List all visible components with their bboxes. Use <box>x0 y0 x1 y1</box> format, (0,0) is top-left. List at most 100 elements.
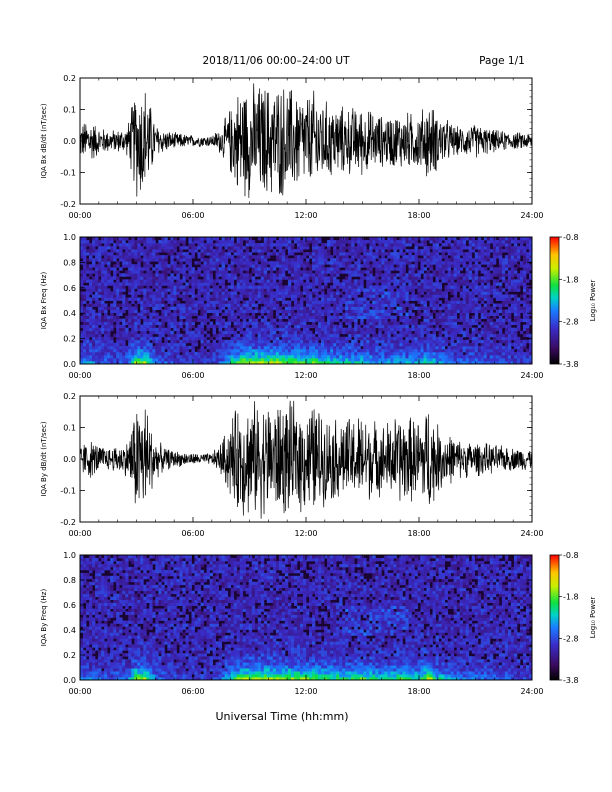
spectrogram-cell <box>176 264 180 268</box>
spectrogram-cell <box>230 258 235 262</box>
spectrogram-cell <box>140 333 144 338</box>
spectrogram-cell <box>266 339 271 344</box>
spectrogram-cell <box>468 291 473 295</box>
spectrogram-cell <box>266 312 271 317</box>
spectrogram-cell <box>366 354 370 359</box>
spectrogram-cell <box>378 327 382 332</box>
spectrogram-cell <box>110 258 114 262</box>
spectrogram-cell <box>315 282 319 286</box>
spectrogram-cell <box>227 246 232 250</box>
spectrogram-cell <box>146 354 150 359</box>
spectrogram-cell <box>393 276 397 280</box>
spectrogram-cell <box>315 240 319 244</box>
spectrogram-cell <box>471 240 476 244</box>
spectrogram-cell <box>155 288 159 292</box>
spectrogram-cell <box>236 264 241 268</box>
spectrogram-cell <box>197 297 201 301</box>
spectrogram-cell <box>278 339 283 344</box>
spectrogram-cell <box>345 276 349 280</box>
spectrogram-cell <box>408 249 412 253</box>
spectrogram-cell <box>459 279 464 283</box>
spectrogram-cell <box>170 297 174 301</box>
spectrogram-cell <box>369 267 373 271</box>
x-tick-label: 24:00 <box>520 211 543 220</box>
spectrogram-cell <box>318 354 322 359</box>
spectrogram-cell <box>369 279 373 283</box>
spectrogram-cell <box>176 339 180 344</box>
spectrogram-cell <box>140 282 144 286</box>
spectrogram-cell <box>149 258 153 262</box>
spectrogram-cell <box>140 279 144 283</box>
spectrogram-cell <box>251 345 256 350</box>
spectrogram-cell <box>324 282 328 286</box>
spectrogram-cell <box>471 342 476 347</box>
spectrogram-cell <box>315 309 319 313</box>
spectrogram-cell <box>438 360 442 365</box>
spectrogram-cell <box>269 270 274 274</box>
spectrogram-cell <box>390 345 394 350</box>
spectrogram-cell <box>155 339 159 344</box>
spectrogram-cell <box>206 288 210 292</box>
spectrogram-cell <box>116 249 120 253</box>
spectrogram-cell <box>333 297 337 301</box>
spectrogram-cell <box>327 249 331 253</box>
spectrogram-cell <box>251 255 256 259</box>
spectrogram-cell <box>176 312 180 317</box>
spectrogram-cell <box>158 276 162 280</box>
spectrogram-cell <box>296 327 301 332</box>
spectrogram-cell <box>170 345 174 350</box>
spectrogram-cell <box>465 297 470 301</box>
spectrogram-cell <box>266 291 271 295</box>
spectrogram-cell <box>173 240 177 244</box>
spectrogram-cell <box>351 360 355 365</box>
spectrogram-cell <box>372 348 376 353</box>
spectrogram-cell <box>468 246 473 250</box>
spectrogram-cell <box>284 333 289 338</box>
spectrogram-cell <box>197 315 201 320</box>
spectrogram-cell <box>179 294 183 298</box>
spectrogram-cell <box>281 258 286 262</box>
spectrogram-cell <box>101 324 105 329</box>
spectrogram-cell <box>480 306 485 310</box>
spectrogram-cell <box>257 285 262 289</box>
spectrogram-cell <box>435 255 439 259</box>
spectrogram-cell <box>465 324 470 329</box>
spectrogram-cell <box>146 255 150 259</box>
spectrogram-cell <box>351 348 355 353</box>
spectrogram-cell <box>185 297 189 301</box>
spectrogram-cell <box>336 360 340 365</box>
spectrogram-cell <box>393 294 397 298</box>
spectrogram-cell <box>381 246 385 250</box>
spectrogram-cell <box>158 315 162 320</box>
spectrogram-cell <box>209 267 213 271</box>
spectrogram-cell <box>113 342 117 347</box>
spectrogram-cell <box>257 309 262 313</box>
spectrogram-cell <box>387 357 391 362</box>
spectrogram-cell <box>179 237 183 241</box>
spectrogram-cell <box>390 264 394 268</box>
spectrogram-cell <box>155 348 159 353</box>
spectrogram-cell <box>411 354 415 359</box>
spectrogram-cell <box>224 273 229 277</box>
spectrogram-cell <box>239 270 244 274</box>
spectrogram-cell <box>269 240 274 244</box>
spectrogram-cell <box>387 309 391 313</box>
spectrogram-cell <box>188 336 192 341</box>
spectrogram-cell <box>245 294 250 298</box>
spectrogram-cell <box>110 282 114 286</box>
spectrogram-cell <box>218 246 223 250</box>
spectrogram-cell <box>471 357 476 362</box>
spectrogram-cell <box>98 303 102 307</box>
spectrogram-cell <box>98 357 102 362</box>
spectrogram-cell <box>315 336 319 341</box>
spectrogram-cell <box>251 279 256 283</box>
spectrogram-cell <box>420 324 424 329</box>
spectrogram-cell <box>363 297 367 301</box>
spectrogram-cell <box>381 342 385 347</box>
spectrogram-cell <box>86 330 90 335</box>
spectrogram-cell <box>456 297 461 301</box>
spectrogram-cell <box>483 348 488 353</box>
spectrogram-cell <box>209 303 213 307</box>
spectrogram-cell <box>125 297 129 301</box>
spectrogram-cell <box>299 315 304 320</box>
